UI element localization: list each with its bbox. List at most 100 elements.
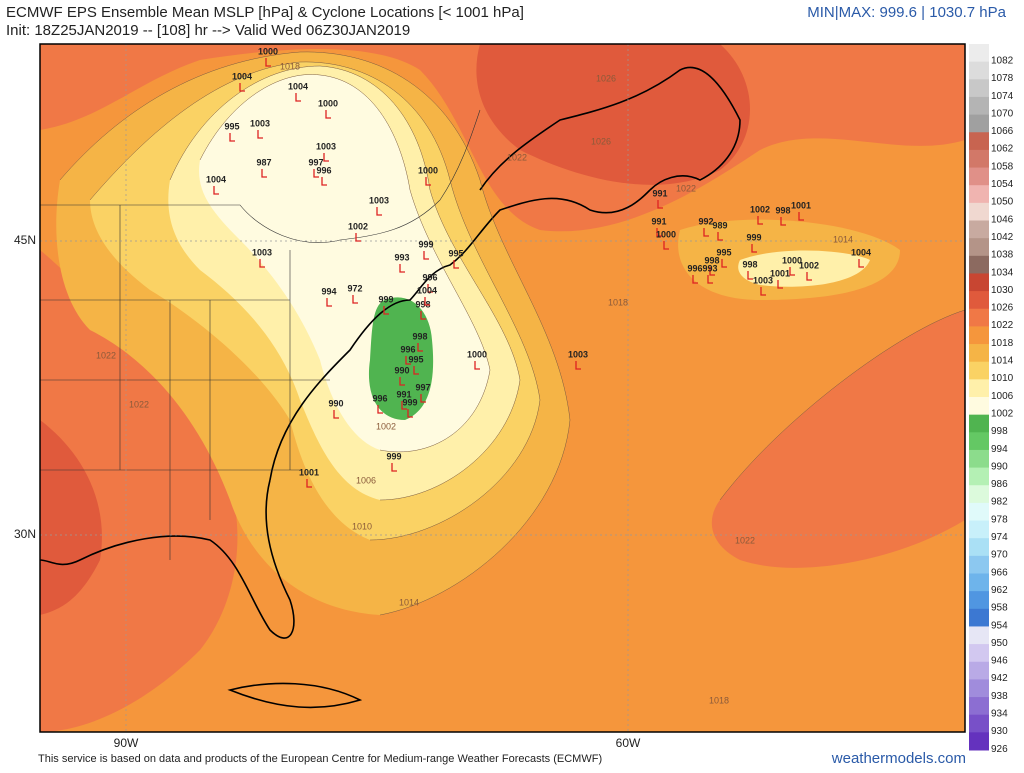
colorbar-label: 958 — [991, 603, 1008, 614]
cyclone-pressure: 1002 — [799, 260, 819, 270]
map: 1026 1026 1022 1022 1014 1018 1022 1022 1006 1010… — [40, 44, 965, 732]
isobar-label: 1014 — [399, 597, 419, 607]
low-marker — [383, 306, 389, 315]
colorbar-swatch — [969, 344, 989, 363]
cyclone-pressure: 998 — [704, 255, 719, 265]
isobar-label: 1022 — [96, 350, 116, 360]
low-marker — [261, 169, 267, 178]
low-marker — [399, 264, 405, 273]
cyclone-pressure: 994 — [321, 286, 336, 296]
cyclone-pressure: 1001 — [791, 200, 811, 210]
colorbar-label: 1082 — [991, 55, 1014, 66]
colorbar-label: 1058 — [991, 161, 1014, 172]
colorbar-label: 930 — [991, 726, 1008, 737]
cyclone-pressure: 996 — [687, 263, 702, 273]
cyclone-pressure: 998 — [742, 259, 757, 269]
low-marker — [401, 401, 407, 410]
low-marker — [425, 177, 431, 186]
cyclone-pressure: 1000 — [418, 165, 438, 175]
colorbar-swatch — [969, 591, 989, 610]
low-marker — [355, 233, 361, 242]
colorbar-label: 986 — [991, 479, 1008, 490]
low-marker — [757, 216, 763, 225]
colorbar-label: 1050 — [991, 197, 1014, 208]
isobar-label: 1018 — [608, 297, 628, 307]
colorbar-swatch — [969, 185, 989, 204]
isobar-label: 1022 — [507, 152, 527, 162]
colorbar-label: 1054 — [991, 179, 1014, 190]
lat-label: 45N — [14, 233, 36, 247]
borders — [40, 109, 481, 560]
colorbar-swatch — [969, 273, 989, 292]
isobar-label: 1026 — [591, 136, 611, 146]
cyclone-pressure: 995 — [224, 121, 239, 131]
colorbar-swatch — [969, 414, 989, 433]
cyclone-pressure: 1002 — [348, 221, 368, 231]
colorbar-label: 998 — [991, 426, 1008, 437]
cyclone-pressure: 999 — [746, 232, 761, 242]
low-marker — [306, 479, 312, 488]
isobar-label: 1026 — [596, 73, 616, 83]
cyclone-pressure: 990 — [394, 365, 409, 375]
low-marker — [721, 259, 727, 268]
cyclone-pressure: 1000 — [782, 255, 802, 265]
low-marker — [333, 410, 339, 419]
low-marker — [424, 297, 430, 306]
map-frame — [39, 43, 966, 733]
cyclone-pressure: 999 — [402, 397, 417, 407]
cyclone-pressure: 1004 — [851, 247, 871, 257]
colorbar-swatch — [969, 502, 989, 522]
footer-credit: This service is based on data and produc… — [38, 753, 602, 765]
colorbar-swatch — [969, 61, 989, 80]
cyclone-pressure: 1000 — [318, 98, 338, 108]
isobar-label: 1022 — [676, 183, 696, 193]
low-marker — [709, 267, 715, 276]
low-marker — [420, 394, 426, 403]
lon-label: 60W — [616, 736, 641, 750]
lon-label: 90W — [114, 736, 139, 750]
low-marker — [257, 130, 263, 139]
colorbar-label: 966 — [991, 567, 1008, 578]
low-marker — [656, 228, 662, 237]
cyclone-pressure: 1003 — [250, 118, 270, 128]
colorbar-label: 954 — [991, 620, 1008, 631]
cyclone-pressure: 998 — [415, 299, 430, 309]
low-marker — [747, 271, 753, 280]
low-marker — [663, 241, 669, 250]
low-marker — [405, 356, 411, 365]
cyclone-pressure: 1003 — [316, 141, 336, 151]
low-marker — [326, 298, 332, 307]
low-marker — [399, 377, 405, 386]
colorbar-swatch — [969, 291, 989, 310]
cyclone-pressure: 1002 — [750, 204, 770, 214]
low-marker — [657, 200, 663, 209]
isobar-label: 1018 — [280, 61, 300, 71]
colorbar-swatch — [969, 697, 989, 716]
cyclone-pressure: 997 — [308, 157, 323, 167]
cyclone-pressure: 999 — [418, 239, 433, 249]
init-line: Init: 18Z25JAN2019 -- [108] hr --> Valid… — [6, 22, 410, 39]
colorbar-swatch — [969, 79, 989, 98]
cyclone-pressure: 996 — [372, 393, 387, 403]
colorbar-swatch — [969, 397, 989, 416]
isobar-label: 1022 — [735, 535, 755, 545]
colorbar-label: 990 — [991, 461, 1008, 472]
cyclone-pressure: 998 — [412, 331, 427, 341]
low-marker — [377, 405, 383, 414]
low-marker — [453, 260, 459, 269]
low-marker — [239, 83, 245, 92]
colorbar-swatch — [969, 679, 989, 698]
cyclone-pressure: 993 — [394, 252, 409, 262]
colorbar-swatch — [969, 714, 989, 733]
lat-label: 30N — [14, 527, 36, 541]
colorbar-label: 978 — [991, 514, 1008, 525]
colorbar-swatch — [969, 626, 989, 645]
colorbar-swatch — [969, 485, 989, 504]
colorbar-swatch — [969, 167, 989, 186]
colorbar-swatch — [969, 255, 989, 274]
low-marker — [259, 259, 265, 268]
isobar-label: 1010 — [352, 521, 372, 531]
cyclone-pressure: 992 — [698, 216, 713, 226]
colorbar-swatch — [969, 361, 989, 380]
